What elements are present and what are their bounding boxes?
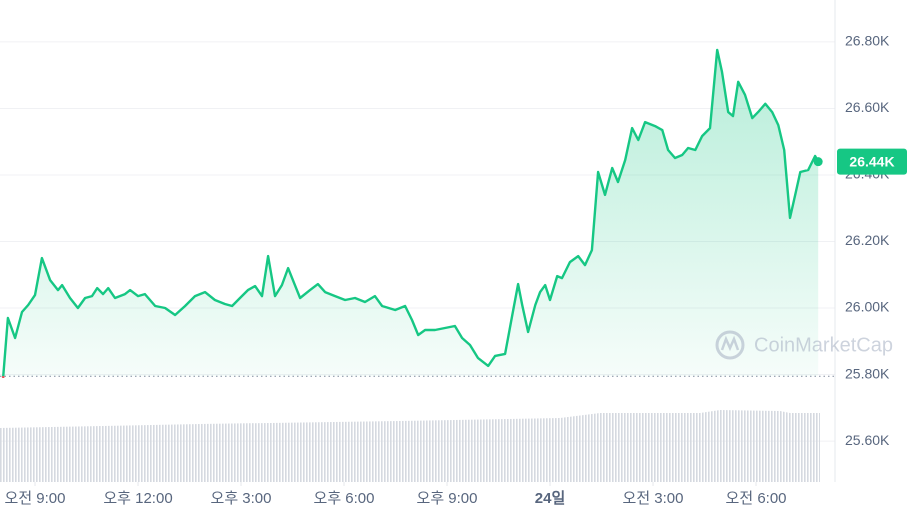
x-tick-label: 오후 9:00 [417, 490, 478, 507]
last-point [813, 157, 823, 167]
y-tick-label: 26.20K [845, 232, 890, 248]
watermark-text: CoinMarketCap [754, 334, 893, 356]
x-tick-label: 오후 6:00 [314, 490, 375, 507]
y-tick-label: 26.80K [845, 33, 890, 49]
x-tick-label: 오전 9:00 [5, 490, 66, 507]
watermark-logo [715, 330, 745, 360]
x-tick-label: 오전 3:00 [623, 490, 684, 507]
y-tick-label: 26.60K [845, 99, 890, 115]
plot [0, 48, 835, 378]
price-badge [837, 148, 907, 175]
y-tick-label: 25.80K [845, 365, 890, 381]
volume-bars [0, 410, 820, 482]
watermark-logo [720, 335, 740, 352]
price-badge-label: 26.44K [849, 153, 894, 169]
x-tick-label: 오후 3:00 [211, 490, 272, 507]
x-tick-label: 오후 12:00 [103, 490, 172, 507]
watermark: CoinMarketCap [715, 330, 893, 360]
line [2, 48, 820, 377]
y-tick-label: 25.60K [845, 432, 890, 448]
y-tick-label: 26.00K [845, 299, 890, 315]
x-tick-label: 24일 [535, 490, 566, 507]
x-tick-label: 오전 6:00 [726, 490, 787, 507]
